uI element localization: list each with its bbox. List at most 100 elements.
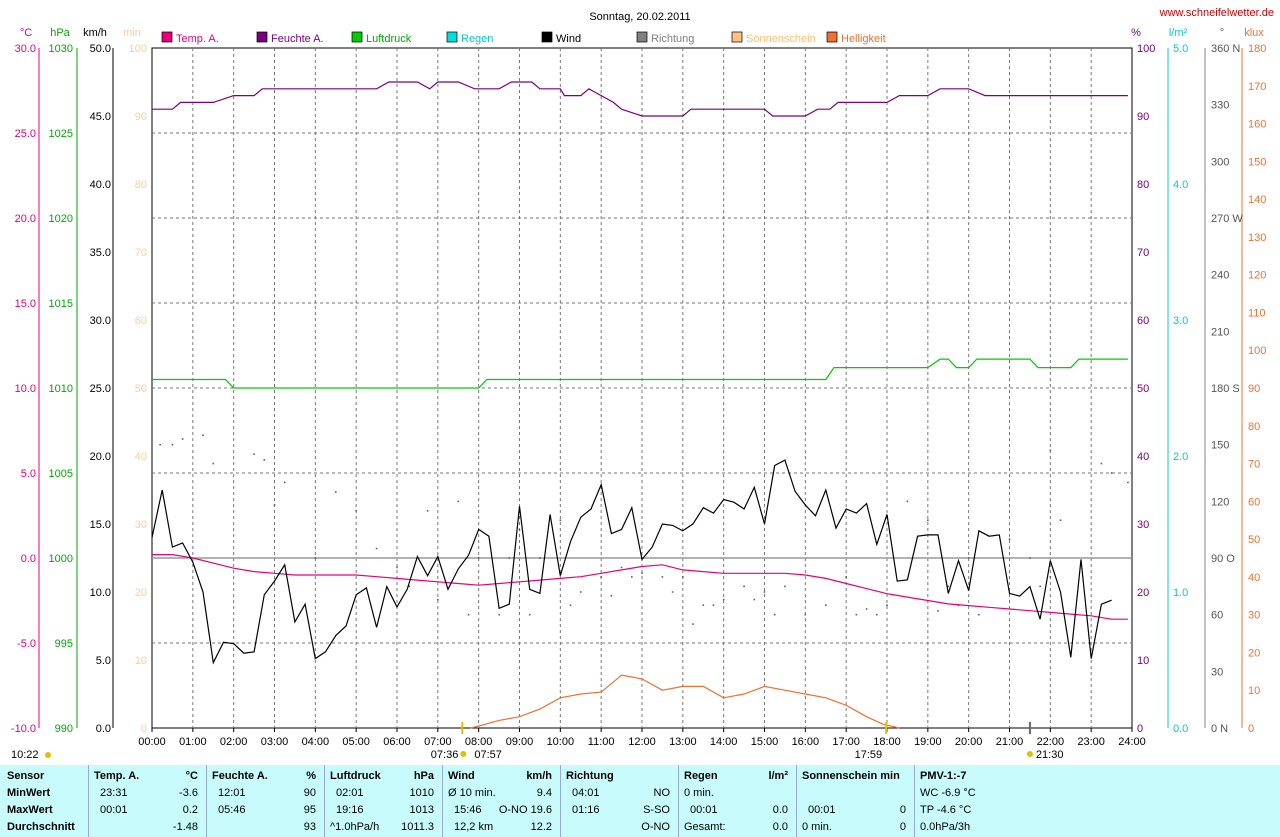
direction-point <box>396 566 398 569</box>
humidity-axis-unit: % <box>1131 27 1141 39</box>
pressure-tick-label: 1030 <box>49 43 73 55</box>
legend-swatch-2 <box>256 31 268 43</box>
direction-point <box>753 598 756 601</box>
direction-point <box>804 613 807 616</box>
wind-tick-label: 35.0 <box>90 247 111 259</box>
direction-point <box>722 598 725 601</box>
direction-point <box>743 585 745 588</box>
direction-tick-label: 300 <box>1211 156 1229 168</box>
direction-point <box>181 438 184 440</box>
direction-point <box>539 557 541 559</box>
humidity-max-time: 05:46 <box>218 804 246 816</box>
wind-tick-label: 10.0 <box>90 587 111 599</box>
site-link[interactable]: www.schneifelwetter.de <box>1159 7 1274 19</box>
wind-tick-label: 20.0 <box>90 451 111 463</box>
x-tick-label: 19:00 <box>914 736 942 748</box>
x-tick-label: 16:00 <box>792 736 820 748</box>
direction-point <box>763 591 766 593</box>
wind-tick-label: 45.0 <box>90 111 111 123</box>
direction-point <box>702 604 705 607</box>
x-tick-label: 15:00 <box>751 736 779 748</box>
direction-point <box>508 557 511 559</box>
direction-point <box>784 585 786 588</box>
brightness-tick-label: 120 <box>1248 270 1266 282</box>
legend-label-6: Richtung <box>651 33 694 45</box>
rain-tick-label: 2.0 <box>1173 451 1188 463</box>
direction-point <box>671 591 674 593</box>
rain-tick-label: 4.0 <box>1173 179 1188 191</box>
legend-label-1: Temp. A. <box>176 33 219 45</box>
pressure-tick-label: 1025 <box>49 128 73 140</box>
temp-tick-label: 10.0 <box>15 383 36 395</box>
wind-tick-label: 25.0 <box>90 383 111 395</box>
direction-point <box>559 519 562 522</box>
direction-point <box>159 443 161 446</box>
temp-tick-label: 20.0 <box>15 213 36 225</box>
temp-tick-label: -5.0 <box>17 638 36 650</box>
direction-tick-label: 330 <box>1211 100 1229 112</box>
direction-point <box>283 481 286 484</box>
direction-tick-label: 0 N <box>1211 723 1228 735</box>
stats-col-humidity: Feuchte A.% 12:01 90 05:46 95 93 <box>206 765 325 837</box>
stats-col-pressure: Luftdruck hPa 02:01 1010 19:16 1013 ^1.0hPa… <box>324 765 443 837</box>
x-tick-label: 20:00 <box>955 736 983 748</box>
brightness-tick-label: 20 <box>1248 647 1260 659</box>
wind-tick-label: 0.0 <box>96 723 111 735</box>
direction-point <box>682 576 684 578</box>
sunshine-tick-label: 0 <box>141 723 147 735</box>
sunshine-tick-label: 50 <box>135 383 147 395</box>
pressure-axis-unit: hPa <box>50 27 70 39</box>
direction-point <box>967 557 970 559</box>
x-tick-label: 23:00 <box>1077 736 1105 748</box>
moon-time: 21:30 <box>1036 749 1064 761</box>
pressure-min-value: 1010 <box>409 787 434 799</box>
sunshine-tick-label: 40 <box>135 451 147 463</box>
humidity-max-value: 95 <box>303 804 316 816</box>
stats-unit-humidity: % <box>306 770 316 782</box>
direction-point <box>355 509 357 512</box>
direction-point <box>886 604 888 607</box>
humidity-tick-label: 20 <box>1137 587 1149 599</box>
stats-col-sensor: Sensor MinWert MaxWert Durchschnitt <box>0 765 89 837</box>
stats-header-temp: Temp. A. <box>94 770 140 782</box>
direction-point <box>1008 538 1011 540</box>
stats-header-pressure: Luftdruck <box>330 770 381 782</box>
direction-point <box>467 613 470 616</box>
direction-point <box>334 491 337 493</box>
brightness-tick-label: 30 <box>1248 610 1260 622</box>
pmv-dewpoint: TP -4.6 °C <box>920 804 972 816</box>
wind-tick-label: 15.0 <box>90 519 111 531</box>
direction-point <box>528 613 531 616</box>
direction-point <box>408 585 411 588</box>
stats-unit-temp: °C <box>185 770 198 782</box>
stats-header-humidity: Feuchte A. <box>212 770 268 782</box>
brightness-tick-label: 170 <box>1248 81 1266 93</box>
start-time: 10:22 <box>11 749 39 761</box>
rain-duration: 0 min. <box>684 787 714 799</box>
legend-swatch-4 <box>446 31 458 43</box>
humidity-avg-value: 93 <box>303 821 316 833</box>
stats-header-pmv: PMV-1:-7 <box>920 770 967 782</box>
x-tick-label: 14:00 <box>710 736 738 748</box>
rain-tick-label: 5.0 <box>1173 43 1188 55</box>
direction-point <box>712 604 715 607</box>
humidity-tick-label: 80 <box>1137 179 1149 191</box>
rain-max-time: 00:01 <box>690 804 718 816</box>
direction-point <box>1100 462 1103 465</box>
brightness-tick-label: 40 <box>1248 572 1260 584</box>
direction-min-time: 04:01 <box>572 787 600 799</box>
rain-tick-label: 0.0 <box>1173 723 1188 735</box>
brightness-tick-label: 100 <box>1248 345 1266 357</box>
rain-tick-label: 3.0 <box>1173 315 1188 327</box>
direction-point <box>569 604 572 607</box>
temp-min-value: -3.6 <box>179 787 198 799</box>
sunshine-tick-label: 90 <box>135 111 147 123</box>
x-tick-label: 09:00 <box>506 736 534 748</box>
humidity-line <box>152 81 1128 117</box>
sunshine-axis-unit: min <box>123 27 141 39</box>
stats-header-sensor: Sensor <box>7 770 45 782</box>
wind-tick-label: 50.0 <box>90 43 111 55</box>
humidity-min-time: 12:01 <box>218 787 246 799</box>
pressure-avg-value: 1011.3 <box>401 821 434 833</box>
direction-point <box>937 610 939 612</box>
